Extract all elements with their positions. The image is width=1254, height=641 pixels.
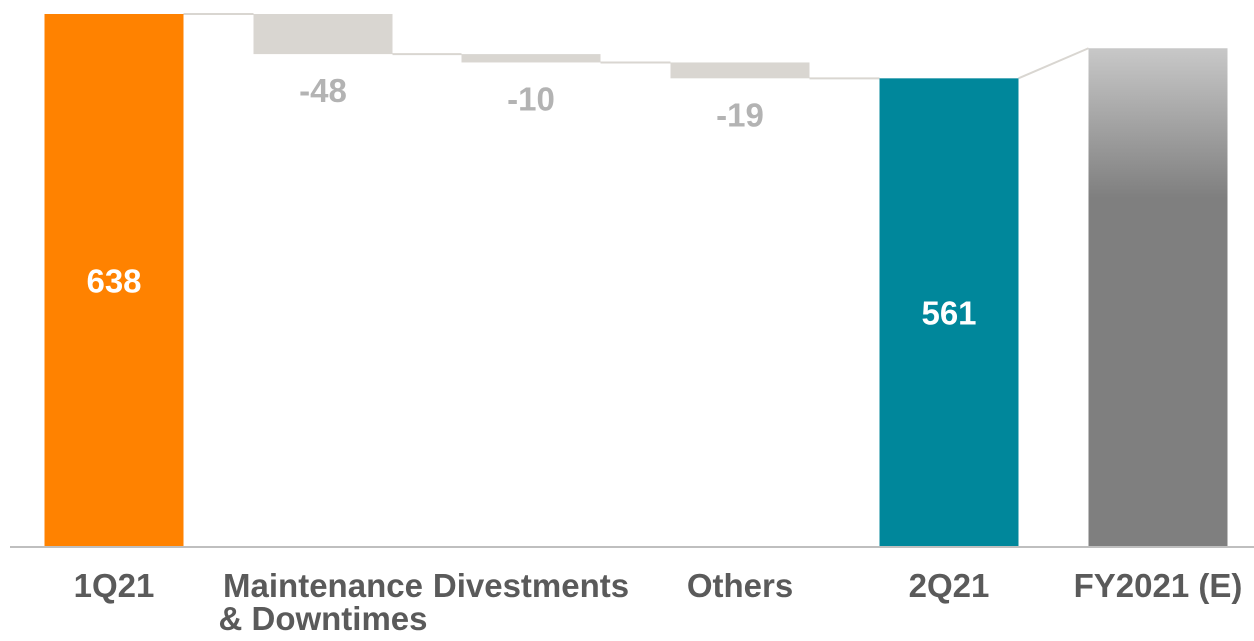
category-label-divestments: Divestments xyxy=(433,567,629,604)
bar-1q21 xyxy=(44,14,184,547)
category-label-maintenance-downtimes: Maintenance & Downtimes xyxy=(218,567,427,637)
bar-divestments xyxy=(461,54,601,63)
value-label-maintenance-downtimes: -48 xyxy=(299,72,347,109)
bar-fy2021-e xyxy=(1088,48,1228,547)
bar-others xyxy=(670,62,810,79)
category-label-1q21: 1Q21 xyxy=(74,567,155,604)
value-label-divestments: -10 xyxy=(507,80,555,117)
bar-2q21 xyxy=(879,78,1019,548)
bar-maintenance-downtimes xyxy=(253,14,393,55)
value-label-2q21: 561 xyxy=(921,295,976,332)
value-label-others: -19 xyxy=(716,96,764,133)
category-label-others: Others xyxy=(687,567,793,604)
connector-line xyxy=(1018,47,1089,80)
category-label-2q21: 2Q21 xyxy=(909,567,990,604)
category-label-fy2021-e: FY2021 (E) xyxy=(1074,567,1243,604)
value-label-1q21: 638 xyxy=(86,263,141,300)
